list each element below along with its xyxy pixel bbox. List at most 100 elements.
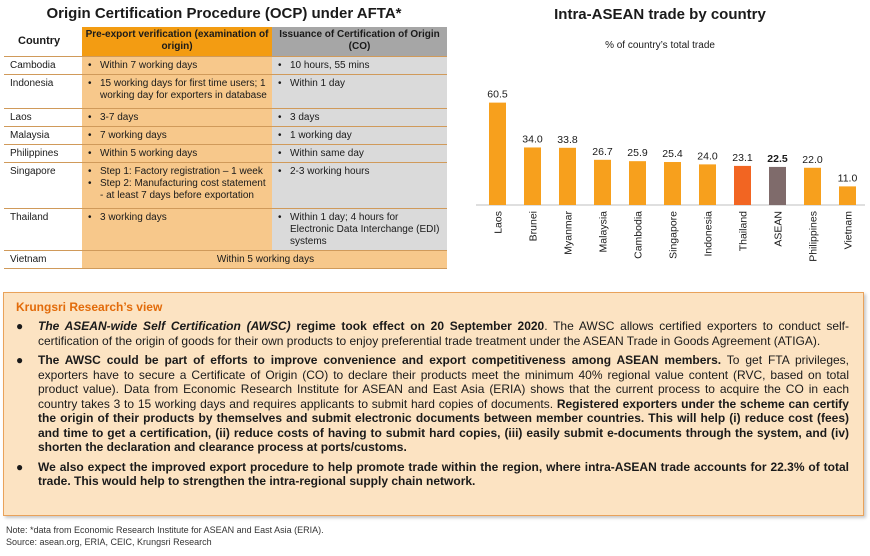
p2-body: To get FTA privileges, exporters have to… bbox=[38, 353, 849, 411]
data-label: 25.4 bbox=[662, 148, 683, 160]
research-view-title: Krungsri Research’s view bbox=[16, 300, 163, 314]
bullet-icon: • bbox=[88, 165, 92, 177]
cell-text: 1 working day bbox=[290, 129, 352, 141]
data-label: 22.5 bbox=[767, 153, 788, 165]
header-issuance: Issuance of Certification of Origin (CO) bbox=[272, 27, 447, 56]
bar-laos bbox=[489, 102, 506, 205]
table-row: Philippines • Within 5 working days • Within… bbox=[4, 143, 447, 162]
data-label: 11.0 bbox=[838, 172, 858, 184]
country-cell: Laos bbox=[4, 107, 82, 126]
issuance-cell: • 10 hours, 55 mins bbox=[272, 55, 447, 74]
category-label: Singapore bbox=[668, 211, 680, 259]
table-row: Singapore • Step 1: Factory registration –… bbox=[4, 161, 447, 208]
bullet-icon: • bbox=[88, 129, 92, 141]
country-cell: Philippines bbox=[4, 143, 82, 162]
cell-text: 15 working days for first time users; 1 … bbox=[100, 77, 267, 101]
bar-philippines bbox=[804, 167, 821, 205]
p3-body: We also expect the improved export proce… bbox=[38, 459, 849, 489]
cell-text: 3-7 days bbox=[100, 111, 139, 123]
data-label: 33.8 bbox=[557, 134, 578, 146]
cell-text: 7 working days bbox=[100, 129, 167, 141]
category-label: Malaysia bbox=[598, 211, 610, 253]
table-row: Cambodia • Within 7 working days • 10 hours,… bbox=[4, 55, 447, 74]
cell-text: Within 1 day; 4 hours for Electronic Dat… bbox=[290, 211, 440, 247]
issuance-cell: • Within 1 day; 4 hours for Electronic Da… bbox=[272, 207, 447, 250]
pre-export-cell: • 3-7 days bbox=[82, 107, 272, 126]
data-label: 22.0 bbox=[802, 154, 823, 166]
bar-indonesia bbox=[699, 164, 716, 205]
issuance-cell: • 2-3 working hours bbox=[272, 161, 447, 208]
data-label: 25.9 bbox=[627, 147, 648, 159]
chart-title: Intra-ASEAN trade by country bbox=[554, 6, 766, 23]
bullet-icon: • bbox=[278, 59, 282, 71]
data-label: 23.1 bbox=[732, 152, 753, 164]
country-cell: Indonesia bbox=[4, 73, 82, 108]
bullet-icon: ● bbox=[16, 353, 24, 367]
chart-subtitle: % of country’s total trade bbox=[605, 40, 715, 51]
data-label: 60.5 bbox=[487, 89, 508, 101]
cell-text: Within 7 working days bbox=[100, 59, 198, 71]
country-cell: Vietnam bbox=[4, 249, 82, 269]
table-row: Indonesia • 15 working days for first time… bbox=[4, 73, 447, 108]
bar-myanmar bbox=[559, 147, 576, 205]
category-label: Brunei bbox=[528, 211, 540, 241]
bullet-icon: • bbox=[88, 77, 92, 89]
table-body: Cambodia • Within 7 working days • 10 hours,… bbox=[4, 55, 447, 269]
data-label: 26.7 bbox=[592, 146, 613, 158]
pre-export-cell: • Within 7 working days bbox=[82, 55, 272, 74]
bullet-icon: • bbox=[88, 111, 92, 123]
view-paragraph-1: ● The ASEAN-wide Self Certification (AWS… bbox=[16, 319, 849, 348]
cell-text: 2-3 working hours bbox=[290, 165, 370, 177]
category-label: Myanmar bbox=[563, 211, 575, 255]
view-paragraph-2: ● The AWSC could be part of efforts to i… bbox=[16, 353, 849, 455]
cell-text: 10 hours, 55 mins bbox=[290, 59, 370, 71]
cell-text: Within 5 working days bbox=[100, 147, 198, 159]
table-row: Malaysia • 7 working days • 1 working day bbox=[4, 125, 447, 144]
bar-malaysia bbox=[594, 159, 611, 205]
bar-thailand bbox=[734, 165, 751, 205]
country-cell: Singapore bbox=[4, 161, 82, 208]
pre-export-cell: • 7 working days bbox=[82, 125, 272, 144]
cell-text: Step 2: Manufacturing cost statement - a… bbox=[100, 177, 266, 201]
header-pre-export: Pre-export verification (examination of … bbox=[82, 27, 272, 56]
country-cell: Cambodia bbox=[4, 55, 82, 74]
cell-text: Within 1 day bbox=[290, 77, 346, 89]
bullet-icon: ● bbox=[16, 459, 24, 474]
table-row: Laos • 3-7 days • 3 days bbox=[4, 107, 447, 126]
category-label: Vietnam bbox=[843, 211, 855, 250]
bar-cambodia bbox=[629, 161, 646, 205]
data-label: 24.0 bbox=[697, 150, 718, 162]
category-label: Indonesia bbox=[703, 211, 715, 257]
issuance-cell: • Within same day bbox=[272, 143, 447, 162]
bullet-icon: • bbox=[278, 147, 282, 159]
bullet-icon: • bbox=[278, 77, 282, 89]
category-label: Cambodia bbox=[633, 211, 645, 259]
pre-export-cell: • 15 working days for first time users; 1… bbox=[82, 73, 272, 108]
pre-export-cell: • 3 working days bbox=[82, 207, 272, 250]
header-country: Country bbox=[4, 27, 82, 56]
bullet-icon: • bbox=[88, 59, 92, 71]
bullet-icon: • bbox=[88, 147, 92, 159]
bar-chart: 60.5 Laos 34.0 Brunei 33.8 Myanmar 26.7 Malaysi… bbox=[476, 89, 865, 262]
issuance-cell: • 1 working day bbox=[272, 125, 447, 144]
source-text: Source: asean.org, ERIA, CEIC, Krungsri … bbox=[6, 537, 212, 547]
table-row: Thailand • 3 working days • Within 1 day; 4 … bbox=[4, 207, 447, 250]
merged-cell: Within 5 working days bbox=[82, 249, 447, 269]
bar-brunei bbox=[524, 147, 541, 205]
category-label: ASEAN bbox=[773, 211, 785, 247]
pre-export-cell: • Step 1: Factory registration – 1 week • S… bbox=[82, 161, 272, 208]
cell-text: Step 1: Factory registration – 1 week bbox=[100, 165, 263, 177]
note-text: Note: *data from Economic Research Insti… bbox=[6, 525, 324, 535]
table-header-row: Country Pre-export verification (examina… bbox=[4, 27, 447, 56]
bullet-icon: • bbox=[88, 211, 92, 223]
country-cell: Thailand bbox=[4, 207, 82, 250]
table-row: Vietnam Within 5 working days bbox=[4, 249, 447, 269]
footnotes: Note: *data from Economic Research Insti… bbox=[6, 524, 324, 548]
bullet-icon: • bbox=[278, 129, 282, 141]
bar-singapore bbox=[664, 162, 681, 205]
p1-body: . The AWSC allows certified exporters to… bbox=[38, 319, 850, 348]
issuance-cell: • Within 1 day bbox=[272, 73, 447, 108]
bullet-icon: • bbox=[278, 165, 282, 177]
research-view-box: Krungsri Research’s view ● The ASEAN-wid… bbox=[3, 292, 864, 516]
bullet-icon: ● bbox=[16, 319, 24, 333]
